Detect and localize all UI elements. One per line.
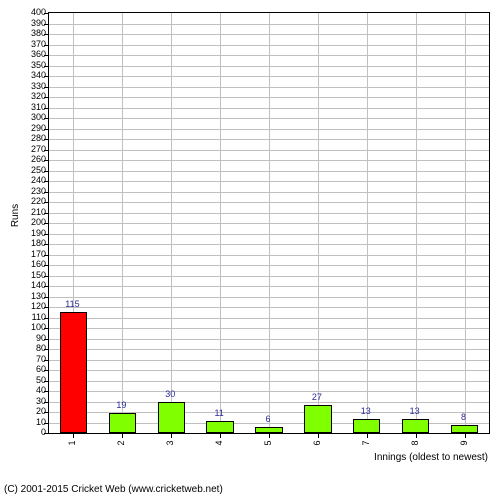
gridline-v — [367, 13, 368, 433]
bar-value-label: 19 — [101, 400, 141, 410]
ytick-label: 240 — [6, 176, 46, 185]
ytick-label: 40 — [6, 386, 46, 395]
bar-value-label: 115 — [52, 299, 92, 309]
ytick-label: 90 — [6, 334, 46, 343]
gridline-v — [220, 13, 221, 433]
ytick-label: 140 — [6, 281, 46, 290]
ytick-label: 0 — [6, 428, 46, 437]
ytick-label: 30 — [6, 397, 46, 406]
gridline-v — [465, 13, 466, 433]
xtick-label: 8 — [410, 433, 420, 453]
bar — [60, 312, 87, 433]
bar — [451, 425, 478, 433]
ytick-label: 280 — [6, 134, 46, 143]
xtick-label: 3 — [165, 433, 175, 453]
ytick-label: 110 — [6, 313, 46, 322]
plot-area — [48, 12, 490, 434]
ytick-label: 180 — [6, 239, 46, 248]
bar-value-label: 27 — [297, 392, 337, 402]
xtick-label: 6 — [312, 433, 322, 453]
ytick-label: 360 — [6, 50, 46, 59]
ytick-label: 290 — [6, 124, 46, 133]
ytick-label: 310 — [6, 103, 46, 112]
gridline-v — [171, 13, 172, 433]
ytick-label: 190 — [6, 229, 46, 238]
bar — [304, 405, 331, 433]
bar — [206, 421, 233, 433]
ytick-label: 340 — [6, 71, 46, 80]
xtick-label: 9 — [459, 433, 469, 453]
bar — [158, 402, 185, 434]
ytick-label: 260 — [6, 155, 46, 164]
ytick-label: 80 — [6, 344, 46, 353]
ytick-label: 60 — [6, 365, 46, 374]
xtick-label: 2 — [116, 433, 126, 453]
xtick-label: 1 — [67, 433, 77, 453]
bar-value-label: 13 — [395, 406, 435, 416]
ytick-label: 270 — [6, 145, 46, 154]
bar-value-label: 30 — [150, 389, 190, 399]
ytick-label: 20 — [6, 407, 46, 416]
gridline-v — [416, 13, 417, 433]
ytick-label: 100 — [6, 323, 46, 332]
ytick-label: 230 — [6, 187, 46, 196]
bar-value-label: 8 — [444, 412, 484, 422]
bar — [353, 419, 380, 433]
ytick-label: 10 — [6, 418, 46, 427]
bar-value-label: 6 — [248, 414, 288, 424]
bar — [402, 419, 429, 433]
ytick-label: 220 — [6, 197, 46, 206]
bar-value-label: 13 — [346, 406, 386, 416]
ytick-label: 320 — [6, 92, 46, 101]
ytick-label: 160 — [6, 260, 46, 269]
copyright-text: (C) 2001-2015 Cricket Web (www.cricketwe… — [4, 484, 223, 495]
bar — [109, 413, 136, 433]
ytick-label: 300 — [6, 113, 46, 122]
ytick-label: 390 — [6, 19, 46, 28]
ytick-label: 70 — [6, 355, 46, 364]
ytick-label: 370 — [6, 40, 46, 49]
ytick-label: 170 — [6, 250, 46, 259]
ytick-label: 200 — [6, 218, 46, 227]
x-axis-label: Innings (oldest to newest) — [374, 452, 488, 463]
gridline-v — [269, 13, 270, 433]
ytick-label: 150 — [6, 271, 46, 280]
xtick-label: 5 — [263, 433, 273, 453]
xtick-label: 7 — [361, 433, 371, 453]
ytick-label: 400 — [6, 8, 46, 17]
bar-value-label: 11 — [199, 408, 239, 418]
chart-container: Runs Innings (oldest to newest) (C) 2001… — [0, 0, 500, 500]
ytick-label: 250 — [6, 166, 46, 175]
ytick-label: 350 — [6, 61, 46, 70]
ytick-label: 120 — [6, 302, 46, 311]
gridline-v — [318, 13, 319, 433]
gridline-v — [122, 13, 123, 433]
ytick-label: 210 — [6, 208, 46, 217]
xtick-label: 4 — [214, 433, 224, 453]
ytick-label: 50 — [6, 376, 46, 385]
ytick-label: 330 — [6, 82, 46, 91]
ytick-label: 130 — [6, 292, 46, 301]
ytick-label: 380 — [6, 29, 46, 38]
